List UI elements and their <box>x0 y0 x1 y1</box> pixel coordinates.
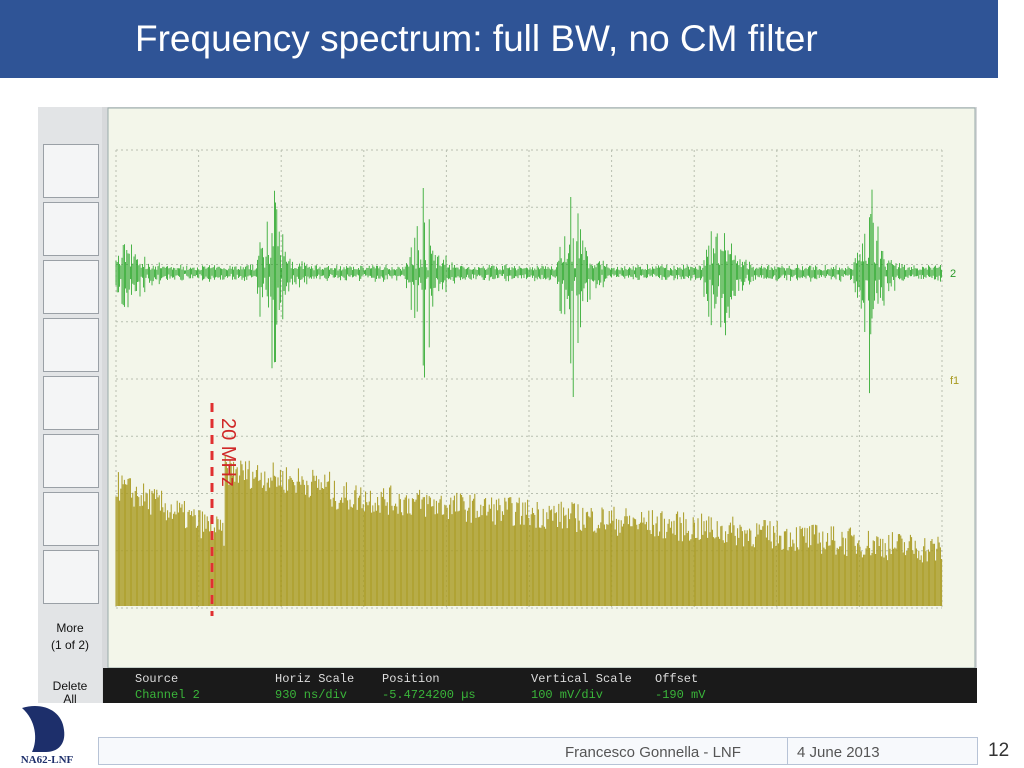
status-label: Position <box>382 672 440 686</box>
traces <box>115 188 943 606</box>
status-label: Horiz Scale <box>275 672 355 686</box>
channel-marker: 2 <box>950 268 956 280</box>
status-value: 930 ns/div <box>275 688 348 702</box>
status-value: -5.4724200 µs <box>382 688 476 702</box>
channel-2-trace <box>115 188 942 397</box>
menu-button[interactable] <box>43 144 99 198</box>
status-label: Vertical Scale <box>531 672 632 686</box>
menu-button[interactable] <box>43 434 99 488</box>
side-menu: More (1 of 2) Delete All <box>38 107 102 703</box>
status-label: Offset <box>655 672 699 686</box>
menu-button[interactable] <box>43 550 99 604</box>
footer-author: Francesco Gonnella - LNF <box>565 744 741 761</box>
channel-marker: f1 <box>950 375 959 387</box>
menu-delete-sub: All <box>63 692 77 703</box>
status-value: Channel 2 <box>135 688 200 702</box>
footer-date: 4 June 2013 <box>797 744 880 761</box>
footer-bar: Francesco Gonnella - LNF 4 June 2013 <box>98 737 978 765</box>
title-bar <box>0 0 998 78</box>
logo-text: NA62-LNF <box>21 754 74 766</box>
status-value: -190 mV <box>655 688 706 702</box>
menu-button[interactable] <box>43 492 99 546</box>
menu-button[interactable] <box>43 318 99 372</box>
frequency-annotation: 20 MHz <box>217 418 239 487</box>
menu-delete[interactable]: Delete <box>52 679 88 693</box>
status-value: 100 mV/div <box>531 688 604 702</box>
menu-button[interactable] <box>43 376 99 430</box>
menu-page: (1 of 2) <box>50 638 89 652</box>
menu-more[interactable]: More <box>56 621 84 635</box>
menu-button[interactable] <box>43 260 99 314</box>
page-number: 12 <box>988 740 1010 761</box>
menu-button[interactable] <box>43 202 99 256</box>
status-bar: Source Channel 2 Horiz Scale 930 ns/div … <box>103 668 977 703</box>
spectrum-trace <box>115 455 943 606</box>
status-label: Source <box>135 672 179 686</box>
slide-title: Frequency spectrum: full BW, no CM filte… <box>135 18 818 59</box>
logo: NA62-LNF <box>21 706 74 766</box>
